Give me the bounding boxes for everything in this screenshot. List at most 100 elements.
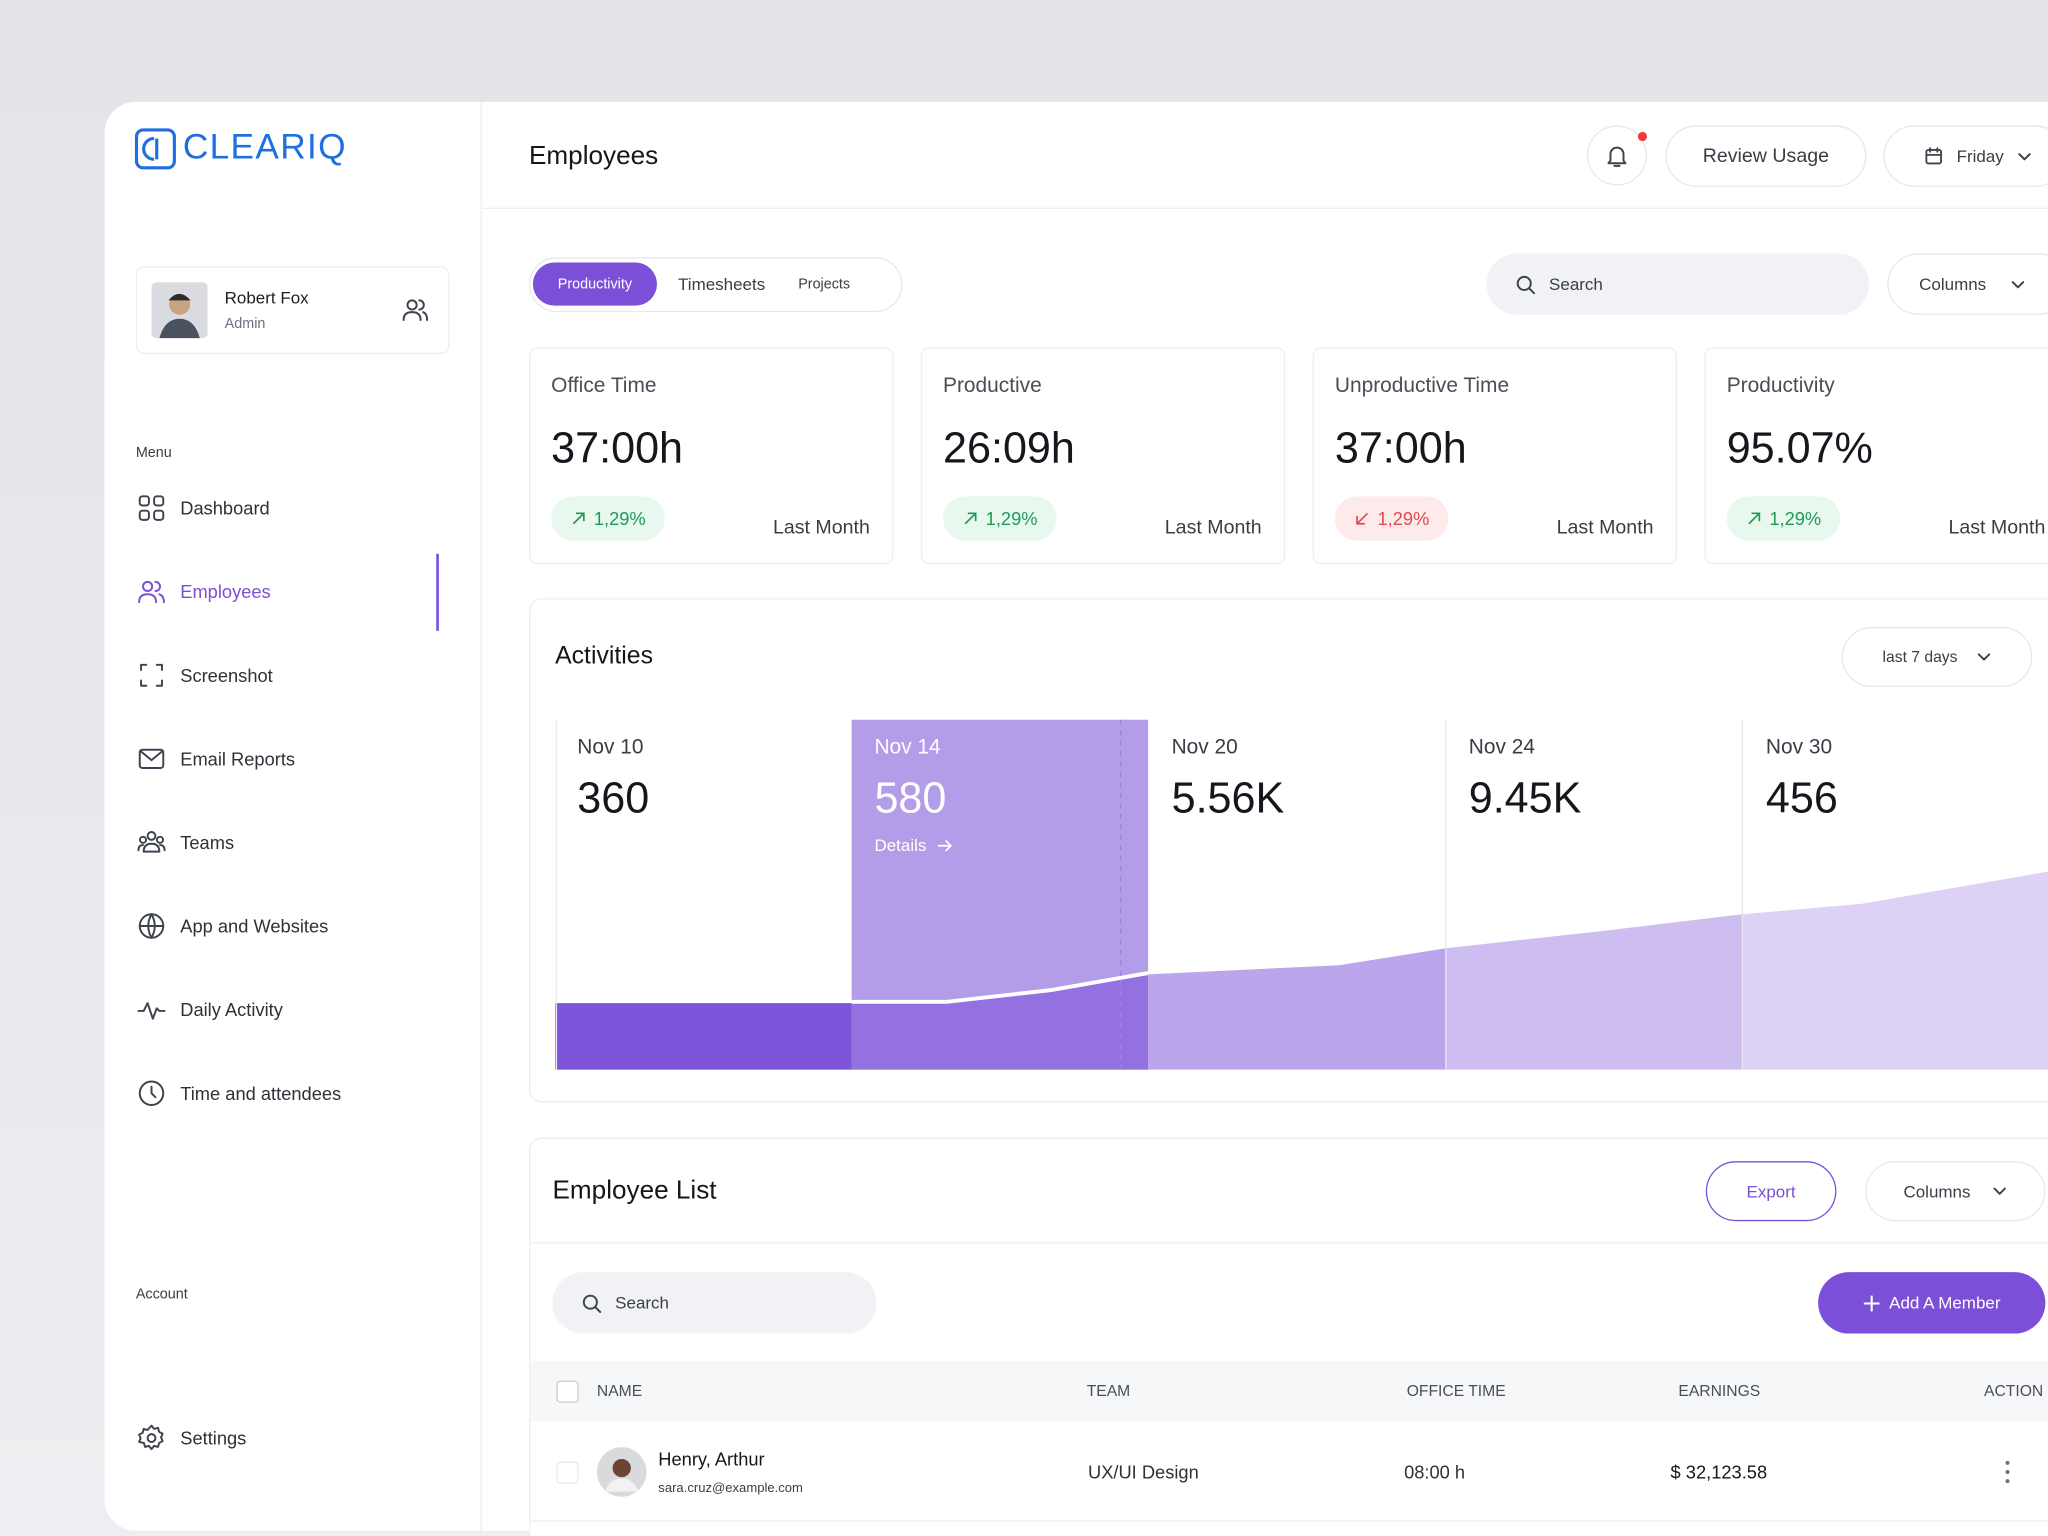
notification-dot bbox=[1637, 131, 1648, 142]
stat-period: Last Month bbox=[1556, 516, 1654, 539]
user-name: Robert Fox bbox=[224, 287, 309, 308]
day-select[interactable]: Friday bbox=[1883, 125, 2048, 187]
menu-icon bbox=[137, 1079, 166, 1114]
employee-list-title: Employee List bbox=[552, 1176, 717, 1205]
search-icon bbox=[1516, 275, 1536, 294]
employee-name[interactable]: Henry, Arthur bbox=[658, 1448, 765, 1470]
day-select-label: Friday bbox=[1956, 146, 2004, 166]
row-divider bbox=[530, 1520, 2048, 1522]
menu-item[interactable]: Screenshot bbox=[180, 664, 273, 686]
details-text: Details bbox=[874, 835, 927, 855]
menu-icon bbox=[137, 912, 166, 947]
menu-icon bbox=[138, 580, 165, 604]
stat-card bbox=[1704, 347, 2048, 565]
range-label: last 7 days bbox=[1882, 647, 1958, 667]
add-member-button[interactable]: Add A Member bbox=[1818, 1272, 2046, 1334]
row-actions[interactable] bbox=[2004, 1460, 2012, 1490]
menu-item[interactable]: Employees bbox=[180, 581, 271, 603]
active-indicator bbox=[436, 553, 439, 631]
plus-icon bbox=[1864, 1295, 1880, 1311]
activity-date: Nov 20 bbox=[1171, 736, 1238, 759]
search-icon bbox=[582, 1294, 602, 1313]
activity-value: 5.56K bbox=[1171, 773, 1285, 822]
menu-icon bbox=[137, 995, 166, 1030]
table-header bbox=[530, 1360, 2048, 1422]
avatar-image bbox=[596, 1447, 647, 1497]
menu-item[interactable]: Email Reports bbox=[180, 748, 296, 770]
stat-value: 37:00h bbox=[551, 423, 684, 472]
stat-change: 1,29% bbox=[1334, 496, 1449, 541]
change-text: 1,29% bbox=[1377, 508, 1430, 529]
sidebar-divider bbox=[480, 101, 482, 1531]
select-all-checkbox[interactable] bbox=[556, 1380, 579, 1403]
kebab-icon bbox=[2005, 1460, 2010, 1484]
employee-earnings: $ 32,123.58 bbox=[1670, 1461, 1768, 1483]
chevron-icon bbox=[1977, 653, 1990, 661]
page-title: Employees bbox=[528, 141, 659, 171]
menu-icon bbox=[138, 1080, 165, 1106]
columns-button[interactable]: Columns bbox=[1887, 253, 2048, 315]
employee-office-time: 08:00 h bbox=[1404, 1461, 1466, 1483]
column-header: TEAM bbox=[1086, 1381, 1131, 1401]
stat-change: 1,29% bbox=[943, 496, 1057, 541]
menu-item[interactable]: Teams bbox=[180, 831, 235, 853]
stat-label: Productivity bbox=[1726, 374, 1835, 398]
menu-icon bbox=[137, 1002, 166, 1020]
column-header: NAME bbox=[596, 1381, 643, 1401]
activity-date: Nov 10 bbox=[577, 736, 644, 759]
tab[interactable]: Timesheets bbox=[678, 274, 766, 294]
trend-arrow bbox=[572, 512, 585, 525]
menu-icon bbox=[137, 1424, 166, 1459]
header-divider bbox=[481, 207, 2048, 209]
menu-item[interactable]: Daily Activity bbox=[180, 999, 283, 1021]
list-search-field[interactable]: Search bbox=[552, 1272, 877, 1334]
menu-item[interactable]: Dashboard bbox=[180, 497, 270, 519]
list-columns-label: Columns bbox=[1903, 1181, 1971, 1201]
menu-item[interactable]: Settings bbox=[180, 1427, 247, 1449]
employee-avatar bbox=[596, 1447, 647, 1503]
export-button[interactable]: Export bbox=[1705, 1161, 1837, 1222]
stat-label: Office Time bbox=[551, 374, 657, 398]
arrow-icon bbox=[938, 839, 953, 851]
notifications-button[interactable] bbox=[1586, 125, 1648, 186]
range-select[interactable]: last 7 days bbox=[1841, 626, 2033, 688]
user-role: Admin bbox=[224, 316, 266, 332]
tab[interactable]: Projects bbox=[798, 276, 851, 292]
column-header: EARNINGS bbox=[1678, 1381, 1761, 1401]
menu-icon bbox=[138, 495, 165, 521]
list-columns-button[interactable]: Columns bbox=[1865, 1161, 2046, 1222]
search-field[interactable]: Search bbox=[1486, 253, 1870, 315]
list-divider bbox=[530, 1242, 2048, 1244]
account-label: Account bbox=[135, 1286, 188, 1303]
menu-item[interactable]: Time and attendees bbox=[180, 1082, 342, 1104]
list-search-placeholder: Search bbox=[615, 1293, 669, 1313]
stat-label: Unproductive Time bbox=[1334, 374, 1510, 398]
stat-card bbox=[1312, 347, 1678, 565]
activities-title: Activities bbox=[555, 642, 654, 671]
menu-icon bbox=[137, 831, 166, 853]
tab[interactable]: Productivity bbox=[532, 262, 657, 306]
activity-date: Nov 24 bbox=[1468, 736, 1535, 759]
columns-label: Columns bbox=[1919, 274, 1987, 294]
menu-item[interactable]: App and Websites bbox=[180, 915, 329, 937]
menu-icon bbox=[137, 828, 166, 863]
activity-value: 9.45K bbox=[1468, 773, 1582, 822]
users-icon[interactable] bbox=[402, 296, 429, 322]
add-member-label: Add A Member bbox=[1889, 1293, 2001, 1313]
review-usage-button[interactable]: Review Usage bbox=[1665, 125, 1867, 187]
row-checkbox[interactable] bbox=[556, 1461, 579, 1484]
column-header: ACTION bbox=[1983, 1381, 2044, 1401]
change-text: 1,29% bbox=[985, 508, 1038, 529]
stat-value: 95.07% bbox=[1726, 423, 1873, 472]
stat-label: Productive bbox=[943, 374, 1042, 398]
details-link[interactable]: Details bbox=[874, 835, 953, 855]
column-header: OFFICE TIME bbox=[1406, 1381, 1506, 1401]
stat-card bbox=[528, 347, 894, 565]
bell-icon bbox=[1607, 146, 1627, 167]
change-text: 1,29% bbox=[1769, 508, 1822, 529]
menu-icon bbox=[137, 494, 166, 529]
menu-icon bbox=[138, 913, 165, 939]
trend-arrow bbox=[964, 512, 977, 525]
